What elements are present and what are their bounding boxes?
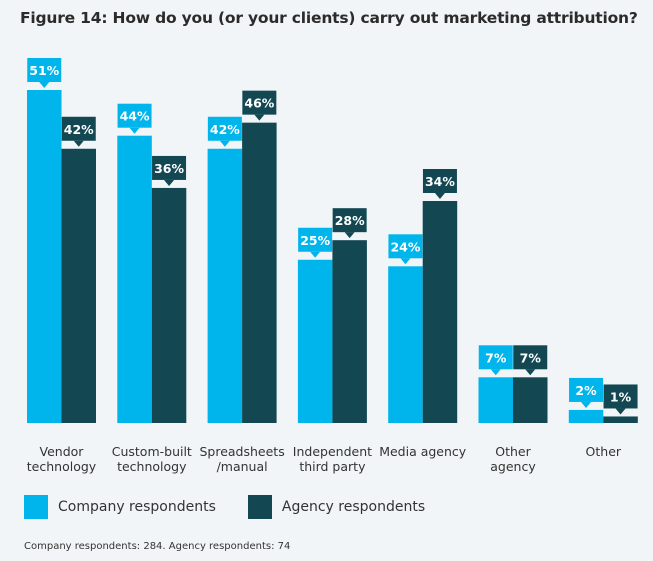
data-label-box <box>242 90 277 115</box>
data-label: 42% <box>210 122 240 137</box>
data-label-pointer <box>219 140 230 147</box>
data-label-box <box>478 345 513 370</box>
data-label-box <box>298 227 333 252</box>
category-label: Other <box>495 444 531 459</box>
legend-item-agency: Agency respondents <box>247 495 426 519</box>
bar-company <box>568 409 604 423</box>
data-label-pointer <box>310 251 321 258</box>
data-label: 51% <box>29 63 59 78</box>
data-label: 36% <box>154 161 184 176</box>
bar-agency <box>513 377 548 423</box>
category-label: Independent <box>293 444 372 459</box>
bar-agency <box>242 122 277 423</box>
data-label-box <box>207 116 242 141</box>
category-label: technology <box>117 459 187 474</box>
bar-agency <box>332 240 367 423</box>
category-label: agency <box>490 459 536 474</box>
legend-swatch-agency <box>247 495 272 519</box>
data-label-pointer <box>400 258 411 265</box>
data-label: 34% <box>425 174 455 189</box>
data-label-box <box>332 208 367 233</box>
category-label: /manual <box>217 459 268 474</box>
bar-company <box>207 148 243 423</box>
chart-title: Figure 14: How do you (or your clients) … <box>20 9 638 27</box>
data-label: 46% <box>244 96 274 111</box>
data-label-box <box>388 234 423 259</box>
data-label-pointer <box>525 369 536 376</box>
data-label: 25% <box>300 233 330 248</box>
legend-label-company: Company respondents <box>58 499 216 515</box>
data-label-box <box>27 58 62 82</box>
bar-agency <box>603 416 638 423</box>
data-label: 44% <box>120 109 150 124</box>
data-label-pointer <box>39 82 50 88</box>
data-label: 7% <box>485 350 507 365</box>
bar-chart: 51%42%Vendortechnology44%36%Custom-built… <box>27 58 638 474</box>
bar-company <box>27 90 62 423</box>
data-label-box <box>422 169 457 193</box>
data-label-pointer <box>490 369 501 376</box>
category-label: Vendor <box>40 444 85 459</box>
legend-item-company: Company respondents <box>24 495 216 519</box>
data-label-pointer <box>615 408 626 415</box>
data-label-pointer <box>581 401 592 408</box>
category-label: third party <box>299 459 366 474</box>
data-label-pointer <box>434 193 445 199</box>
legend-swatch-company <box>24 495 48 519</box>
category-label: Spreadsheets <box>199 444 284 459</box>
bar-company <box>117 135 152 424</box>
data-label-pointer <box>129 127 140 134</box>
bar-agency <box>151 187 187 423</box>
bar-agency <box>61 148 96 423</box>
data-label-box <box>569 377 604 402</box>
data-label: 42% <box>64 122 94 137</box>
data-label-pointer <box>73 140 84 147</box>
data-label-box <box>152 155 187 180</box>
data-label-box <box>61 116 96 141</box>
data-label: 28% <box>335 213 365 228</box>
bar-company <box>478 377 513 423</box>
data-label: 7% <box>520 350 542 365</box>
bar-agency <box>422 201 458 423</box>
category-label: Media agency <box>379 444 467 459</box>
data-label-pointer <box>254 114 265 121</box>
data-label: 1% <box>610 389 632 404</box>
legend-label-agency: Agency respondents <box>281 499 426 515</box>
bar-company <box>297 259 333 423</box>
respondents-note: Company respondents: 284. Agency respond… <box>24 541 291 552</box>
category-label: Custom-built <box>112 444 192 459</box>
data-label-pointer <box>344 232 355 239</box>
data-label-box <box>513 345 548 370</box>
data-label-box <box>117 103 152 128</box>
bar-company <box>388 266 423 423</box>
data-label: 2% <box>575 383 597 398</box>
data-label: 24% <box>390 239 420 254</box>
legend: Company respondents Agency respondents <box>24 495 457 519</box>
data-label-box <box>603 384 638 409</box>
category-label: technology <box>27 459 97 474</box>
data-label-pointer <box>164 179 175 186</box>
category-label: Other <box>586 444 622 459</box>
